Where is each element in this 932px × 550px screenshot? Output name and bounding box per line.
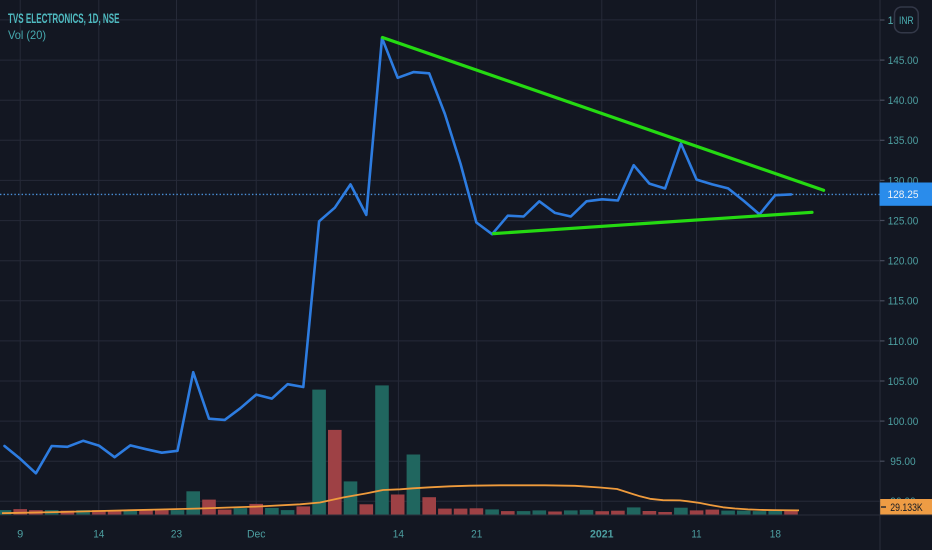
svg-text:125.00: 125.00	[888, 215, 919, 227]
svg-text:9: 9	[17, 528, 23, 540]
svg-text:11: 11	[691, 528, 701, 540]
svg-text:Dec: Dec	[247, 528, 266, 540]
svg-text:140.00: 140.00	[888, 95, 919, 107]
svg-text:29.133K: 29.133K	[890, 502, 923, 514]
svg-text:105.00: 105.00	[888, 376, 919, 388]
svg-text:14: 14	[393, 528, 404, 540]
svg-text:18: 18	[770, 528, 781, 540]
svg-text:21: 21	[471, 528, 482, 540]
svg-text:128.25: 128.25	[888, 189, 919, 201]
svg-text:145.00: 145.00	[888, 55, 919, 67]
svg-text:95.00: 95.00	[890, 456, 915, 468]
svg-text:Vol (20): Vol (20)	[8, 28, 46, 42]
svg-text:100.00: 100.00	[888, 416, 919, 428]
svg-text:2021: 2021	[590, 528, 614, 540]
svg-text:23: 23	[171, 528, 182, 540]
svg-text:INR: INR	[899, 15, 914, 27]
svg-text:14: 14	[93, 528, 104, 540]
svg-text:120.00: 120.00	[888, 256, 919, 268]
svg-text:135.00: 135.00	[888, 135, 919, 147]
svg-text:115.00: 115.00	[888, 296, 919, 308]
svg-text:110.00: 110.00	[888, 336, 919, 348]
svg-text:TVS ELECTRONICS, 1D, NSE: TVS ELECTRONICS, 1D, NSE	[8, 10, 120, 26]
